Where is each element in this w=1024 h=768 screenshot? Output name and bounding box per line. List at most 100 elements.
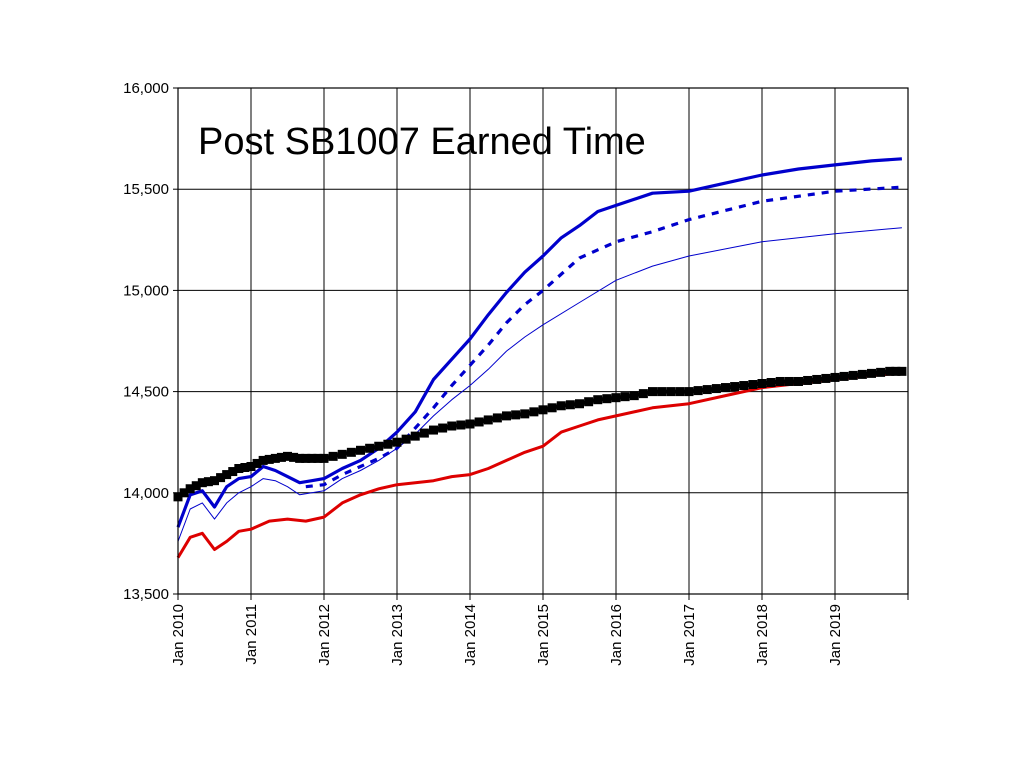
series-marker <box>492 413 502 423</box>
series-marker <box>684 387 694 397</box>
series-marker <box>803 375 813 385</box>
series-2 <box>177 227 902 542</box>
series-marker <box>356 445 365 455</box>
series-marker <box>830 372 840 382</box>
series-marker <box>897 366 907 376</box>
series-marker <box>374 441 384 451</box>
series-marker <box>228 467 238 477</box>
series-marker <box>337 449 347 459</box>
series-marker <box>301 453 311 463</box>
series-marker <box>179 488 189 498</box>
series-line <box>176 369 902 499</box>
series-line <box>176 371 902 559</box>
series-marker <box>575 399 584 409</box>
series-marker <box>766 377 776 387</box>
series-marker <box>252 458 262 468</box>
series-marker <box>383 439 393 449</box>
x-tick-label: Jan 2019 <box>827 604 844 666</box>
series-line <box>176 157 903 528</box>
series-marker <box>556 401 566 411</box>
series-marker <box>246 461 256 471</box>
series-marker <box>675 387 685 397</box>
series-marker <box>392 437 402 447</box>
series-marker <box>264 454 274 464</box>
series-marker <box>757 379 767 389</box>
series-marker <box>474 417 484 427</box>
y-tick-label: 14,500 <box>123 384 169 401</box>
series-marker <box>611 393 621 403</box>
series-marker <box>520 409 530 419</box>
y-tick-label: 13,500 <box>123 586 169 603</box>
series-marker <box>629 391 639 401</box>
series-marker <box>483 415 493 425</box>
series-4 <box>173 366 907 502</box>
series-marker <box>620 392 630 402</box>
series-marker <box>401 434 411 444</box>
series-marker <box>456 420 466 430</box>
series-marker <box>197 478 207 488</box>
x-tick-label: Jan 2011 <box>243 604 260 665</box>
series-marker <box>876 367 886 377</box>
series-marker <box>891 366 901 376</box>
x-tick-label: Jan 2010 <box>170 604 187 666</box>
x-axis-ticks: Jan 2010 Jan 2011 Jan 2012 Jan 2013 Jan 2014… <box>170 594 909 666</box>
series-marker <box>748 380 758 390</box>
series-marker <box>283 451 292 461</box>
series-marker <box>547 403 557 413</box>
series-marker <box>511 410 521 420</box>
x-tick-label: Jan 2014 <box>462 604 479 666</box>
x-tick-label: Jan 2017 <box>681 604 698 666</box>
series-marker <box>289 452 299 462</box>
series-marker <box>313 453 323 463</box>
series-marker <box>365 443 375 453</box>
x-tick-label: Jan 2015 <box>535 604 552 666</box>
y-tick-label: 15,000 <box>123 282 169 299</box>
series-3 <box>176 371 902 559</box>
series-marker <box>693 386 703 396</box>
series-marker <box>529 407 539 417</box>
y-tick-label: 16,000 <box>123 80 169 97</box>
series-marker <box>593 395 603 405</box>
series-marker <box>258 455 268 465</box>
series-line <box>177 227 902 542</box>
chart-title: Post SB1007 Earned Time <box>198 121 646 163</box>
series-marker <box>702 385 712 395</box>
series-marker <box>538 405 548 415</box>
series-marker <box>638 389 648 399</box>
series-marker <box>857 369 867 379</box>
series-layer <box>173 157 907 559</box>
series-marker <box>191 481 201 491</box>
series-marker <box>565 400 575 410</box>
series-marker <box>730 382 740 392</box>
y-axis-ticks: 13,500 14,000 14,500 15,000 15,500 16,000 <box>123 80 178 603</box>
series-marker <box>867 368 876 378</box>
x-tick-label: Jan 2018 <box>754 604 771 666</box>
series-marker <box>848 370 858 380</box>
series-marker <box>584 397 594 407</box>
series-marker <box>784 376 794 386</box>
series-marker <box>295 453 305 463</box>
series-marker <box>648 387 657 397</box>
series-marker <box>328 451 338 461</box>
series-marker <box>438 423 448 433</box>
series-line <box>305 185 902 489</box>
series-marker <box>739 381 749 391</box>
series-marker <box>465 419 475 429</box>
series-marker <box>666 387 676 397</box>
y-tick-label: 15,500 <box>123 181 169 198</box>
series-marker <box>839 371 849 381</box>
series-0 <box>176 157 903 528</box>
series-marker <box>216 473 226 483</box>
series-marker <box>794 376 803 386</box>
series-marker <box>657 387 667 397</box>
series-marker <box>721 383 730 393</box>
series-marker <box>812 374 822 384</box>
series-marker <box>203 477 213 487</box>
series-marker <box>775 376 785 386</box>
series-marker <box>711 384 721 394</box>
y-tick-label: 14,000 <box>123 485 169 502</box>
series-marker <box>602 394 612 404</box>
series-marker <box>821 373 831 383</box>
series-marker <box>410 431 420 441</box>
